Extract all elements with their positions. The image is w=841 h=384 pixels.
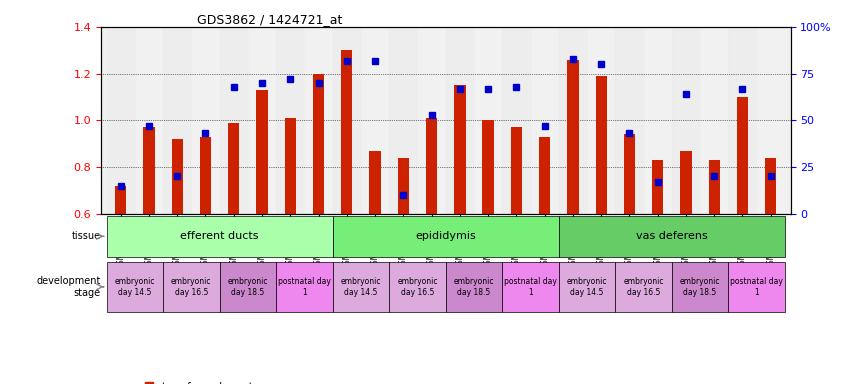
- FancyBboxPatch shape: [107, 262, 163, 312]
- FancyBboxPatch shape: [672, 262, 728, 312]
- Bar: [163, 27, 192, 214]
- Text: efferent ducts: efferent ducts: [180, 231, 259, 241]
- Text: development
stage: development stage: [36, 276, 101, 298]
- Bar: [248, 27, 276, 214]
- Bar: [341, 50, 352, 214]
- Bar: [220, 27, 248, 214]
- Bar: [728, 27, 757, 214]
- Bar: [587, 27, 616, 214]
- FancyBboxPatch shape: [276, 262, 333, 312]
- FancyBboxPatch shape: [333, 216, 558, 257]
- Bar: [672, 27, 700, 214]
- Bar: [398, 158, 409, 214]
- Bar: [107, 27, 135, 214]
- Bar: [474, 27, 502, 214]
- Bar: [333, 27, 361, 214]
- FancyBboxPatch shape: [502, 262, 558, 312]
- Bar: [737, 97, 748, 214]
- Text: embryonic
day 16.5: embryonic day 16.5: [623, 277, 664, 296]
- FancyBboxPatch shape: [558, 262, 616, 312]
- Text: embryonic
day 14.5: embryonic day 14.5: [114, 277, 155, 296]
- Bar: [616, 27, 643, 214]
- Bar: [200, 137, 211, 214]
- Bar: [276, 27, 304, 214]
- Bar: [361, 27, 389, 214]
- FancyBboxPatch shape: [446, 262, 502, 312]
- Bar: [135, 27, 163, 214]
- Bar: [643, 27, 672, 214]
- Bar: [446, 27, 474, 214]
- Text: postnatal day
1: postnatal day 1: [730, 277, 783, 296]
- Bar: [284, 118, 296, 214]
- FancyBboxPatch shape: [333, 262, 389, 312]
- Text: embryonic
day 16.5: embryonic day 16.5: [171, 277, 212, 296]
- Text: vas deferens: vas deferens: [636, 231, 708, 241]
- Bar: [652, 160, 664, 214]
- FancyBboxPatch shape: [558, 216, 785, 257]
- Bar: [531, 27, 558, 214]
- Bar: [228, 123, 240, 214]
- Text: postnatal day
1: postnatal day 1: [278, 277, 331, 296]
- Bar: [257, 90, 267, 214]
- Bar: [369, 151, 381, 214]
- Text: embryonic
day 14.5: embryonic day 14.5: [341, 277, 381, 296]
- Bar: [304, 27, 333, 214]
- Legend: transformed count, percentile rank within the sample: transformed count, percentile rank withi…: [140, 378, 331, 384]
- Bar: [454, 85, 466, 214]
- FancyBboxPatch shape: [389, 262, 446, 312]
- Bar: [192, 27, 220, 214]
- Bar: [765, 158, 776, 214]
- Bar: [389, 27, 417, 214]
- Text: postnatal day
1: postnatal day 1: [504, 277, 557, 296]
- Text: epididymis: epididymis: [415, 231, 476, 241]
- Text: embryonic
day 14.5: embryonic day 14.5: [567, 277, 607, 296]
- FancyBboxPatch shape: [728, 262, 785, 312]
- Text: embryonic
day 18.5: embryonic day 18.5: [454, 277, 495, 296]
- FancyBboxPatch shape: [163, 262, 220, 312]
- Bar: [417, 27, 446, 214]
- Bar: [483, 121, 494, 214]
- Bar: [709, 160, 720, 214]
- Bar: [700, 27, 728, 214]
- Bar: [757, 27, 785, 214]
- Bar: [539, 137, 550, 214]
- Text: embryonic
day 18.5: embryonic day 18.5: [228, 277, 268, 296]
- FancyBboxPatch shape: [220, 262, 276, 312]
- Bar: [624, 134, 635, 214]
- Bar: [313, 74, 324, 214]
- Bar: [502, 27, 531, 214]
- Bar: [510, 127, 522, 214]
- Bar: [680, 151, 691, 214]
- Text: GDS3862 / 1424721_at: GDS3862 / 1424721_at: [198, 13, 343, 26]
- FancyBboxPatch shape: [616, 262, 672, 312]
- Bar: [172, 139, 182, 214]
- Text: embryonic
day 18.5: embryonic day 18.5: [680, 277, 721, 296]
- Bar: [115, 186, 126, 214]
- FancyBboxPatch shape: [107, 216, 333, 257]
- Bar: [426, 118, 437, 214]
- Bar: [558, 27, 587, 214]
- Text: embryonic
day 16.5: embryonic day 16.5: [397, 277, 437, 296]
- Text: tissue: tissue: [71, 231, 101, 241]
- Bar: [568, 60, 579, 214]
- Bar: [143, 127, 155, 214]
- Bar: [595, 76, 607, 214]
